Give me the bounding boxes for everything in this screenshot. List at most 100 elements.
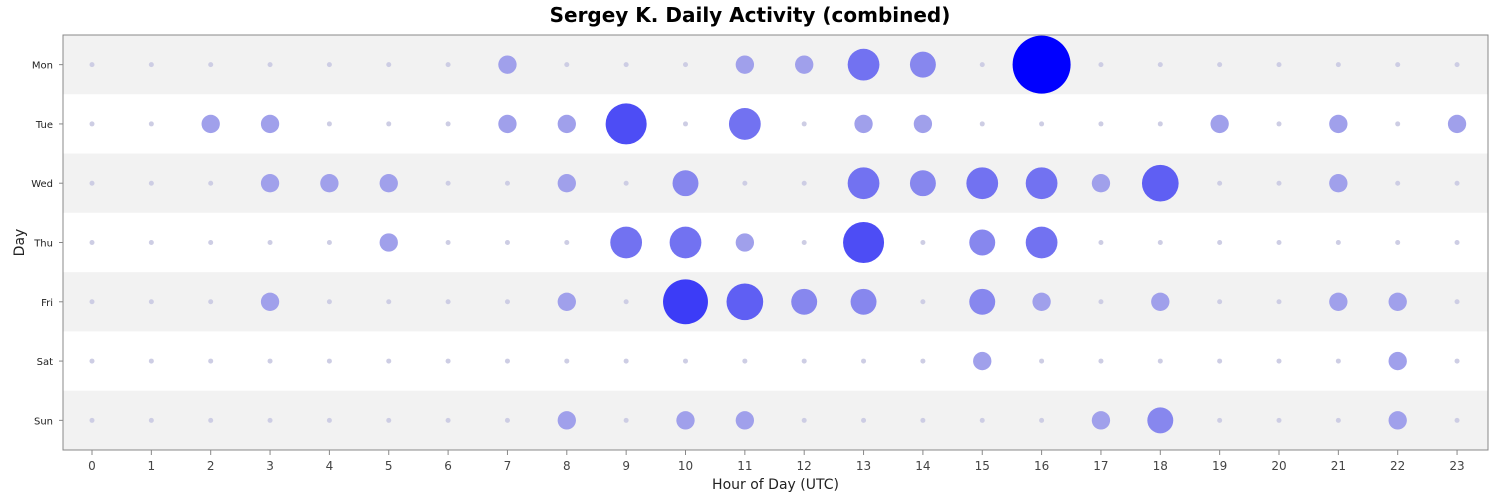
- bubble: [564, 358, 570, 364]
- x-tick-label: 0: [88, 459, 96, 473]
- x-tick-label: 13: [856, 459, 871, 473]
- bubble: [1157, 121, 1163, 127]
- bubble: [1098, 358, 1104, 364]
- x-tick-label: 23: [1449, 459, 1464, 473]
- bubble: [1098, 299, 1104, 305]
- bubble: [1157, 240, 1163, 245]
- bubble: [1210, 114, 1229, 134]
- bubble: [498, 114, 517, 134]
- bubble: [847, 167, 880, 200]
- bubble: [326, 240, 332, 245]
- bubble: [1276, 180, 1282, 186]
- chart-title: Sergey K. Daily Activity (combined): [549, 3, 951, 27]
- x-tick-label: 10: [678, 459, 693, 473]
- bubble: [445, 180, 451, 186]
- bubble: [735, 411, 755, 430]
- y-axis-label: Day: [12, 229, 28, 257]
- bubble: [1395, 180, 1401, 186]
- bubble: [1217, 62, 1223, 68]
- x-tick-label: 19: [1212, 459, 1227, 473]
- bubble: [1025, 167, 1058, 200]
- bubble: [1395, 240, 1401, 245]
- bubble: [623, 358, 629, 364]
- bubble: [979, 121, 985, 127]
- bubble: [557, 114, 576, 134]
- bubble: [557, 174, 576, 193]
- bubble: [861, 417, 867, 423]
- bubble: [1454, 240, 1460, 245]
- bubble: [1091, 411, 1111, 430]
- bubble: [267, 358, 273, 364]
- bubble: [1329, 292, 1348, 311]
- bubble: [208, 62, 214, 68]
- bubble: [326, 358, 332, 364]
- row-band: [63, 331, 1488, 391]
- bubble: [850, 288, 877, 315]
- bubble: [728, 108, 761, 140]
- bubble: [445, 121, 451, 127]
- bubble: [1098, 121, 1104, 127]
- bubble: [1039, 417, 1045, 423]
- bubble: [557, 292, 576, 311]
- bubble: [326, 417, 332, 423]
- bubble: [1039, 121, 1045, 127]
- bubble: [669, 226, 702, 259]
- bubble: [148, 180, 154, 186]
- bubble: [1329, 114, 1348, 134]
- bubble: [726, 283, 764, 321]
- x-axis: 0 1 2 3 4 5 6 7 8 9 10 11 12 13 14 15 16 17 18 19 20 21 22 23: [88, 450, 1465, 473]
- bubble: [676, 411, 695, 430]
- bubble: [208, 240, 214, 245]
- bubble: [201, 114, 220, 134]
- bubble: [386, 121, 392, 127]
- bubble: [1454, 417, 1460, 423]
- bubble: [683, 358, 688, 364]
- x-tick-label: 6: [444, 459, 452, 473]
- row-band: [63, 272, 1488, 332]
- bubble: [909, 51, 936, 78]
- x-tick-label: 7: [504, 459, 512, 473]
- row-band: [63, 212, 1488, 273]
- bubble: [672, 170, 699, 197]
- bubble: [843, 221, 885, 264]
- bubble: [89, 240, 95, 245]
- bubble: [498, 55, 517, 74]
- bubble: [1141, 164, 1179, 202]
- bubble: [89, 62, 95, 68]
- bubble: [208, 358, 214, 364]
- bubble: [1395, 121, 1401, 127]
- row-band: [63, 94, 1488, 154]
- bubble: [742, 180, 748, 186]
- bubble: [89, 299, 95, 305]
- bubble: [920, 358, 926, 364]
- y-tick-label: Sat: [37, 357, 53, 368]
- bubble: [1388, 292, 1407, 311]
- bubble: [795, 55, 814, 74]
- bubble: [1276, 240, 1282, 245]
- bubble: [920, 417, 926, 423]
- x-tick-label: 16: [1034, 459, 1049, 473]
- bubble: [847, 48, 880, 81]
- bubble: [610, 226, 643, 259]
- bubble: [208, 180, 214, 186]
- bubble: [969, 288, 996, 315]
- bubble: [1157, 62, 1163, 68]
- bubble: [623, 62, 629, 68]
- bubble: [1335, 240, 1341, 245]
- bubble: [973, 351, 992, 371]
- bubble: [1217, 299, 1223, 305]
- bubble: [1217, 240, 1223, 245]
- x-tick-label: 14: [915, 459, 930, 473]
- bubble: [1147, 407, 1174, 434]
- bubble: [605, 103, 647, 145]
- bubble: [623, 180, 629, 186]
- y-axis-categories: Mon Tue Wed Thu Fri Sat Sun: [31, 61, 63, 427]
- bubble: [326, 121, 332, 127]
- bubble: [663, 279, 708, 325]
- bubble: [801, 358, 807, 364]
- bubble: [148, 121, 154, 127]
- bubble: [148, 299, 154, 305]
- bubble: [801, 180, 807, 186]
- bubble: [386, 299, 392, 305]
